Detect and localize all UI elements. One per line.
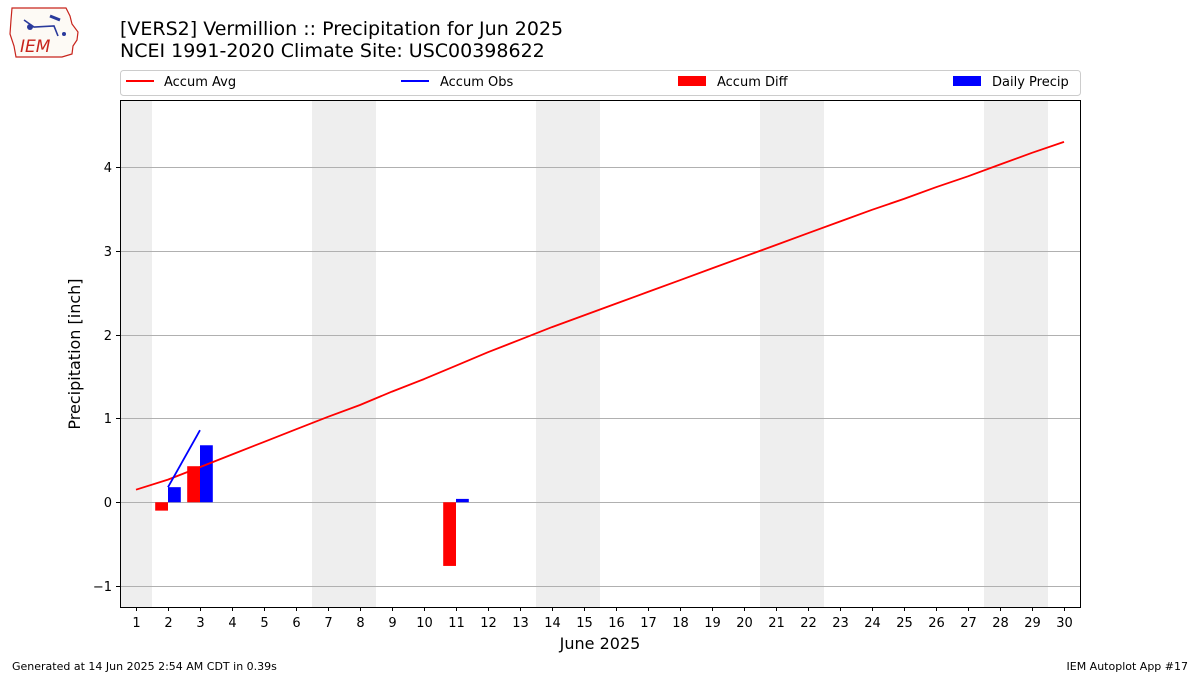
daily-precip-bar	[200, 445, 213, 503]
weekend-band	[792, 100, 824, 607]
x-tick-label: 27	[960, 616, 977, 631]
legend-label-accum-diff: Accum Diff	[717, 75, 789, 90]
x-tick-label: 11	[448, 616, 465, 631]
x-tick-label: 18	[672, 616, 689, 631]
x-axis-ticks: 1 2 3 4 5 6 7 8 9 10 11 12 13 14 15 16 17 18 19 20 21 22 23 24 2…	[132, 607, 1073, 631]
chart-legend: Accum Avg Accum Obs Accum Diff Daily Pre…	[120, 70, 1081, 96]
daily-precip-bar	[168, 487, 181, 503]
legend-label-accum-obs: Accum Obs	[440, 75, 513, 90]
y-tick-label: 4	[104, 161, 112, 176]
weekend-band	[568, 100, 600, 607]
accum-diff-bar	[443, 502, 456, 566]
x-tick-label: 20	[736, 616, 753, 631]
daily-precip-bar	[456, 498, 469, 503]
x-tick-label: 30	[1056, 616, 1073, 631]
x-tick-label: 3	[196, 616, 204, 631]
accum-diff-bar	[187, 466, 200, 503]
x-tick-label: 13	[512, 616, 529, 631]
x-tick-label: 28	[992, 616, 1009, 631]
generated-timestamp: Generated at 14 Jun 2025 2:54 AM CDT in …	[12, 660, 277, 673]
iem-logo: IEM	[9, 7, 79, 58]
app-credit: IEM Autoplot App #17	[1067, 660, 1189, 673]
weekend-band	[760, 100, 792, 607]
x-tick-label: 22	[800, 616, 817, 631]
weekend-band	[536, 100, 568, 607]
legend-swatch-daily-precip	[953, 76, 981, 86]
accum-diff-bar	[155, 502, 168, 511]
x-tick-label: 2	[164, 616, 172, 631]
y-tick-label: 2	[104, 329, 112, 344]
x-tick-label: 6	[292, 616, 300, 631]
y-gridlines	[120, 167, 1080, 587]
x-tick-label: 17	[640, 616, 657, 631]
x-tick-label: 12	[480, 616, 497, 631]
x-tick-label: 8	[356, 616, 364, 631]
weekend-shading	[120, 100, 1048, 607]
y-tick-label: −1	[93, 580, 112, 595]
x-tick-label: 1	[132, 616, 140, 631]
x-tick-label: 7	[324, 616, 332, 631]
x-tick-label: 25	[896, 616, 913, 631]
x-tick-label: 26	[928, 616, 945, 631]
x-tick-label: 16	[608, 616, 625, 631]
x-tick-label: 4	[228, 616, 236, 631]
x-axis-label: June 2025	[559, 634, 641, 653]
y-tick-label: 0	[104, 496, 112, 511]
legend-label-daily-precip: Daily Precip	[992, 75, 1069, 90]
weekend-band	[1016, 100, 1048, 607]
plot-frame	[120, 100, 1081, 608]
chart-subtitle: NCEI 1991-2020 Climate Site: USC00398622	[120, 40, 545, 62]
legend-label-accum-avg: Accum Avg	[164, 75, 236, 90]
x-tick-label: 10	[416, 616, 433, 631]
legend-frame	[120, 70, 1081, 96]
line-series	[135, 141, 1065, 491]
accum-avg-line	[135, 141, 1065, 491]
x-tick-label: 15	[576, 616, 593, 631]
x-tick-label: 23	[832, 616, 849, 631]
weekend-band	[344, 100, 376, 607]
x-tick-label: 24	[864, 616, 881, 631]
bar-series	[155, 445, 469, 566]
chart-title: [VERS2] Vermillion :: Precipitation for …	[120, 18, 563, 40]
logo-text: IEM	[20, 37, 51, 57]
weekend-band	[120, 100, 152, 607]
x-tick-label: 29	[1024, 616, 1041, 631]
weekend-band	[312, 100, 344, 607]
y-tick-label: 1	[104, 412, 112, 427]
x-tick-label: 14	[544, 616, 561, 631]
x-tick-label: 5	[260, 616, 268, 631]
y-axis-label: Precipitation [inch]	[65, 278, 84, 429]
x-tick-label: 19	[704, 616, 721, 631]
y-axis-ticks: −1 0 1 2 3 4	[93, 161, 120, 595]
x-tick-label: 9	[388, 616, 396, 631]
x-tick-label: 21	[768, 616, 785, 631]
legend-swatch-accum-diff	[678, 76, 706, 86]
accum-obs-line	[167, 429, 201, 488]
weekend-band	[984, 100, 1016, 607]
y-tick-label: 3	[104, 245, 112, 260]
